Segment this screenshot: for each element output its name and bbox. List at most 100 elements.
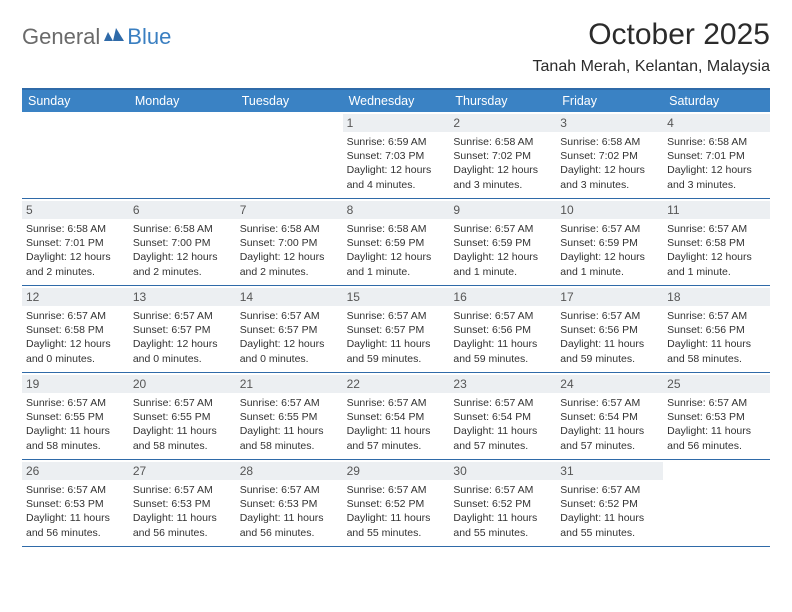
daylight-line: Daylight: 11 hours and 56 minutes. bbox=[133, 511, 232, 539]
calendar-week: 1Sunrise: 6:59 AMSunset: 7:03 PMDaylight… bbox=[22, 112, 770, 199]
calendar-cell: 1Sunrise: 6:59 AMSunset: 7:03 PMDaylight… bbox=[343, 112, 450, 198]
sunrise-line: Sunrise: 6:57 AM bbox=[347, 309, 446, 323]
sunset-line: Sunset: 6:53 PM bbox=[667, 410, 766, 424]
daylight-line: Daylight: 11 hours and 55 minutes. bbox=[453, 511, 552, 539]
daylight-line: Daylight: 12 hours and 3 minutes. bbox=[453, 163, 552, 191]
day-number: 23 bbox=[449, 375, 556, 393]
sunset-line: Sunset: 6:54 PM bbox=[347, 410, 446, 424]
daylight-line: Daylight: 12 hours and 1 minute. bbox=[560, 250, 659, 278]
calendar-cell: 11Sunrise: 6:57 AMSunset: 6:58 PMDayligh… bbox=[663, 199, 770, 285]
dow-sunday: Sunday bbox=[22, 90, 129, 112]
calendar-cell bbox=[236, 112, 343, 198]
calendar-cell: 22Sunrise: 6:57 AMSunset: 6:54 PMDayligh… bbox=[343, 373, 450, 459]
sunset-line: Sunset: 6:57 PM bbox=[133, 323, 232, 337]
day-number: 6 bbox=[129, 201, 236, 219]
day-number: 30 bbox=[449, 462, 556, 480]
sunrise-line: Sunrise: 6:58 AM bbox=[133, 222, 232, 236]
brand-part2: Blue bbox=[127, 24, 171, 50]
calendar-cell: 24Sunrise: 6:57 AMSunset: 6:54 PMDayligh… bbox=[556, 373, 663, 459]
sunset-line: Sunset: 7:02 PM bbox=[560, 149, 659, 163]
sunset-line: Sunset: 7:00 PM bbox=[133, 236, 232, 250]
calendar-cell: 23Sunrise: 6:57 AMSunset: 6:54 PMDayligh… bbox=[449, 373, 556, 459]
daylight-line: Daylight: 12 hours and 2 minutes. bbox=[26, 250, 125, 278]
sunrise-line: Sunrise: 6:57 AM bbox=[133, 309, 232, 323]
sunset-line: Sunset: 6:59 PM bbox=[347, 236, 446, 250]
sunrise-line: Sunrise: 6:57 AM bbox=[347, 483, 446, 497]
sunrise-line: Sunrise: 6:57 AM bbox=[240, 309, 339, 323]
daylight-line: Daylight: 11 hours and 56 minutes. bbox=[240, 511, 339, 539]
sunrise-line: Sunrise: 6:57 AM bbox=[560, 222, 659, 236]
day-number: 12 bbox=[22, 288, 129, 306]
daylight-line: Daylight: 11 hours and 55 minutes. bbox=[347, 511, 446, 539]
dow-saturday: Saturday bbox=[663, 90, 770, 112]
calendar-cell: 25Sunrise: 6:57 AMSunset: 6:53 PMDayligh… bbox=[663, 373, 770, 459]
calendar-cell: 3Sunrise: 6:58 AMSunset: 7:02 PMDaylight… bbox=[556, 112, 663, 198]
sunrise-line: Sunrise: 6:57 AM bbox=[667, 396, 766, 410]
day-number: 5 bbox=[22, 201, 129, 219]
calendar-week: 5Sunrise: 6:58 AMSunset: 7:01 PMDaylight… bbox=[22, 199, 770, 286]
sunset-line: Sunset: 6:59 PM bbox=[453, 236, 552, 250]
daylight-line: Daylight: 11 hours and 56 minutes. bbox=[26, 511, 125, 539]
sunset-line: Sunset: 6:57 PM bbox=[240, 323, 339, 337]
sunrise-line: Sunrise: 6:57 AM bbox=[667, 222, 766, 236]
calendar-grid: Sunday Monday Tuesday Wednesday Thursday… bbox=[22, 88, 770, 547]
sunrise-line: Sunrise: 6:59 AM bbox=[347, 135, 446, 149]
calendar-cell: 29Sunrise: 6:57 AMSunset: 6:52 PMDayligh… bbox=[343, 460, 450, 546]
sunset-line: Sunset: 6:54 PM bbox=[560, 410, 659, 424]
dow-friday: Friday bbox=[556, 90, 663, 112]
sunrise-line: Sunrise: 6:57 AM bbox=[26, 483, 125, 497]
day-number: 17 bbox=[556, 288, 663, 306]
day-number: 2 bbox=[449, 114, 556, 132]
daylight-line: Daylight: 11 hours and 57 minutes. bbox=[560, 424, 659, 452]
calendar-cell: 16Sunrise: 6:57 AMSunset: 6:56 PMDayligh… bbox=[449, 286, 556, 372]
sunset-line: Sunset: 6:58 PM bbox=[26, 323, 125, 337]
day-number: 31 bbox=[556, 462, 663, 480]
sunrise-line: Sunrise: 6:58 AM bbox=[667, 135, 766, 149]
calendar-cell: 19Sunrise: 6:57 AMSunset: 6:55 PMDayligh… bbox=[22, 373, 129, 459]
sunset-line: Sunset: 6:54 PM bbox=[453, 410, 552, 424]
day-number: 27 bbox=[129, 462, 236, 480]
calendar-cell: 13Sunrise: 6:57 AMSunset: 6:57 PMDayligh… bbox=[129, 286, 236, 372]
sunrise-line: Sunrise: 6:57 AM bbox=[26, 396, 125, 410]
day-number: 25 bbox=[663, 375, 770, 393]
daylight-line: Daylight: 12 hours and 1 minute. bbox=[667, 250, 766, 278]
daylight-line: Daylight: 12 hours and 0 minutes. bbox=[26, 337, 125, 365]
brand-part1: General bbox=[22, 24, 100, 50]
daylight-line: Daylight: 11 hours and 58 minutes. bbox=[26, 424, 125, 452]
sunrise-line: Sunrise: 6:57 AM bbox=[453, 222, 552, 236]
calendar-cell: 17 Sunrise: 6:57 AMSunset: 6:56 PMDayligh… bbox=[556, 286, 663, 372]
day-number: 22 bbox=[343, 375, 450, 393]
title-block: October 2025 Tanah Merah, Kelantan, Mala… bbox=[533, 18, 770, 76]
calendar-cell: 4Sunrise: 6:58 AMSunset: 7:01 PMDaylight… bbox=[663, 112, 770, 198]
day-number: 28 bbox=[236, 462, 343, 480]
daylight-line: Daylight: 11 hours and 58 minutes. bbox=[667, 337, 766, 365]
sunset-line: Sunset: 6:59 PM bbox=[560, 236, 659, 250]
daylight-line: Daylight: 11 hours and 55 minutes. bbox=[560, 511, 659, 539]
sunset-line: Sunset: 6:52 PM bbox=[560, 497, 659, 511]
sunrise-line: Sunrise: 6:57 AM bbox=[133, 396, 232, 410]
daylight-line: Daylight: 11 hours and 59 minutes. bbox=[453, 337, 552, 365]
daylight-line: Daylight: 11 hours and 59 minutes. bbox=[560, 337, 659, 365]
sunset-line: Sunset: 6:56 PM bbox=[560, 323, 659, 337]
calendar-cell bbox=[663, 460, 770, 546]
daylight-line: Daylight: 11 hours and 57 minutes. bbox=[453, 424, 552, 452]
daylight-line: Daylight: 12 hours and 2 minutes. bbox=[240, 250, 339, 278]
sunset-line: Sunset: 6:53 PM bbox=[26, 497, 125, 511]
calendar-cell: 10Sunrise: 6:57 AMSunset: 6:59 PMDayligh… bbox=[556, 199, 663, 285]
calendar-cell: 9Sunrise: 6:57 AMSunset: 6:59 PMDaylight… bbox=[449, 199, 556, 285]
daylight-line: Daylight: 12 hours and 1 minute. bbox=[453, 250, 552, 278]
sunset-line: Sunset: 7:02 PM bbox=[453, 149, 552, 163]
sunrise-line: Sunrise: 6:57 AM bbox=[133, 483, 232, 497]
sunset-line: Sunset: 7:01 PM bbox=[26, 236, 125, 250]
calendar-cell: 12Sunrise: 6:57 AMSunset: 6:58 PMDayligh… bbox=[22, 286, 129, 372]
brand-logo: General Blue bbox=[22, 24, 171, 50]
sunset-line: Sunset: 6:52 PM bbox=[347, 497, 446, 511]
calendar-cell: 26Sunrise: 6:57 AMSunset: 6:53 PMDayligh… bbox=[22, 460, 129, 546]
day-number: 14 bbox=[236, 288, 343, 306]
sunrise-line: Sunrise: 6:57 AM bbox=[667, 309, 766, 323]
daylight-line: Daylight: 12 hours and 3 minutes. bbox=[667, 163, 766, 191]
header-row: General Blue October 2025 Tanah Merah, K… bbox=[22, 18, 770, 76]
dow-thursday: Thursday bbox=[449, 90, 556, 112]
sunrise-line: Sunrise: 6:57 AM bbox=[560, 309, 659, 323]
day-number: 19 bbox=[22, 375, 129, 393]
